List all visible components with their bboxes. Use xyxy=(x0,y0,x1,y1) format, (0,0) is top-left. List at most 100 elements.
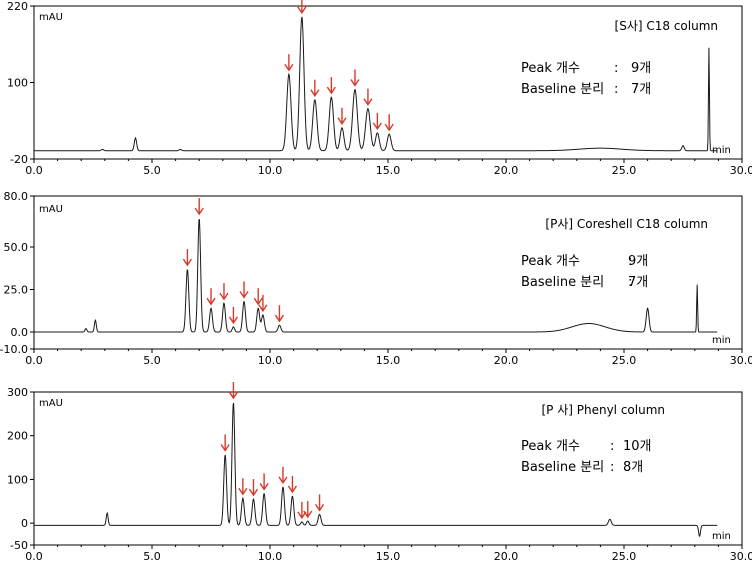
x-tick-label: 15.0 xyxy=(376,354,401,367)
chromatogram-trace xyxy=(34,16,718,152)
x-tick-label: 5.0 xyxy=(143,164,161,177)
peak-arrow-head xyxy=(310,89,320,97)
x-tick-label: 30.0 xyxy=(730,164,752,177)
x-tick-label: 5.0 xyxy=(143,550,161,563)
info-value: 10개 xyxy=(623,439,652,454)
peak-arrow-head xyxy=(259,483,269,491)
y-tick-label: 100 xyxy=(7,473,28,486)
peak-arrow-head xyxy=(284,63,294,72)
info-label: Baseline 분리 xyxy=(521,82,604,97)
x-tick-label: 5.0 xyxy=(143,354,161,367)
info-separator: : xyxy=(610,460,614,475)
x-tick-label: 0.0 xyxy=(25,550,43,563)
peak-arrow-head xyxy=(350,79,360,87)
y-tick-label: 0 xyxy=(21,517,28,530)
info-value: 9개 xyxy=(631,61,651,76)
peak-arrow-9 xyxy=(274,305,285,323)
peak-arrow-3 xyxy=(310,79,320,97)
peak-arrow-head xyxy=(337,117,347,126)
peak-arrow-7 xyxy=(363,88,373,106)
x-tick-label: 15.0 xyxy=(376,164,401,177)
peak-arrow-2 xyxy=(228,382,239,400)
peak-arrow-head xyxy=(278,476,288,485)
info-label: Peak 개수 xyxy=(521,254,580,269)
info-separator: : xyxy=(628,254,632,269)
info-value: 7개 xyxy=(628,275,648,290)
peak-arrow-head xyxy=(238,487,248,496)
peak-arrow-head xyxy=(372,122,382,131)
peak-arrow-7 xyxy=(287,476,298,494)
info-separator: : xyxy=(614,82,618,97)
peak-arrow-head xyxy=(314,504,325,512)
chromatogram-panel-2: 0.0 5.0 10.0 15.0 20.0 25.0 30.0 80.0 50.0 25.0 0.… xyxy=(0,190,752,367)
x-tick-label: 25.0 xyxy=(612,354,637,367)
info-separator: : xyxy=(614,61,618,76)
x-unit-label: min xyxy=(712,531,731,542)
y-tick-label: -10.0 xyxy=(0,343,28,356)
peak-arrow-5 xyxy=(259,473,269,491)
chromatogram-panel-1: 0.0 5.0 10.0 15.0 20.0 25.0 30.0 220 100 -20 mAU mi… xyxy=(7,0,752,177)
peak-arrow-3 xyxy=(238,478,248,496)
peak-arrow-head xyxy=(384,123,394,132)
peak-arrow-6 xyxy=(278,466,288,485)
x-tick-label: 10.0 xyxy=(258,164,283,177)
info-label: Peak 개수 xyxy=(521,61,580,76)
peak-arrow-head xyxy=(182,258,192,267)
y-unit-label: mAU xyxy=(39,398,63,409)
x-tick-label: 30.0 xyxy=(730,354,752,367)
y-tick-label: 220 xyxy=(7,0,28,13)
peak-arrow-head xyxy=(248,488,259,497)
x-tick-label: 25.0 xyxy=(612,550,637,563)
y-tick-label: -20 xyxy=(10,153,28,166)
x-tick-label: 10.0 xyxy=(258,550,283,563)
x-tick-label: 10.0 xyxy=(258,354,283,367)
x-tick-label: 0.0 xyxy=(25,354,43,367)
x-tick-label: 25.0 xyxy=(612,164,637,177)
peak-arrow-head xyxy=(219,292,229,301)
y-unit-label: mAU xyxy=(39,12,63,23)
y-tick-label: 0.0 xyxy=(11,326,29,339)
column-title: [S사] C18 column xyxy=(615,19,718,33)
info-value: 7개 xyxy=(631,82,651,97)
y-tick-label: 200 xyxy=(7,430,28,443)
x-tick-label: 30.0 xyxy=(730,550,752,563)
x-tick-label: 0.0 xyxy=(25,164,43,177)
peak-arrow-4 xyxy=(326,77,336,95)
peak-arrow-4 xyxy=(248,479,259,497)
info-label: Peak 개수 xyxy=(521,439,580,454)
chromatogram-trace xyxy=(34,218,718,333)
peak-arrow-head xyxy=(228,316,239,325)
x-unit-label: min xyxy=(712,335,731,346)
peak-arrow-8 xyxy=(258,294,268,313)
peak-arrow-1 xyxy=(284,54,294,72)
info-label: Baseline 분리 xyxy=(521,460,604,475)
chromatogram-trace xyxy=(34,402,718,538)
peak-arrow-2 xyxy=(297,0,307,15)
peak-arrow-7 xyxy=(253,288,263,306)
y-tick-label: -50 xyxy=(10,539,28,552)
peak-arrow-head xyxy=(220,444,230,452)
peak-arrow-5 xyxy=(337,107,347,126)
peak-arrow-head xyxy=(363,98,373,106)
info-value: 8개 xyxy=(623,460,643,475)
peak-arrow-6 xyxy=(350,69,360,87)
peak-arrow-head xyxy=(297,6,307,15)
peak-arrow-head xyxy=(326,86,336,95)
y-tick-label: 80.0 xyxy=(4,190,29,203)
peak-arrow-head xyxy=(258,304,268,313)
info-separator: : xyxy=(610,439,614,454)
peak-arrow-head xyxy=(194,207,204,216)
peak-arrow-1 xyxy=(220,434,230,452)
y-unit-label: mAU xyxy=(39,204,63,215)
y-tick-label: 300 xyxy=(7,386,28,399)
y-tick-label: 50.0 xyxy=(4,241,29,254)
chromatogram-panel-3: 0.0 5.0 10.0 15.0 20.0 25.0 30.0 300 200 100 0 -50 m… xyxy=(7,382,752,563)
peak-arrow-head xyxy=(297,511,307,520)
peak-arrow-6 xyxy=(239,281,249,299)
x-tick-label: 20.0 xyxy=(494,354,519,367)
info-value: 9개 xyxy=(628,254,648,269)
peak-arrow-8 xyxy=(297,501,307,520)
x-tick-label: 20.0 xyxy=(494,550,519,563)
